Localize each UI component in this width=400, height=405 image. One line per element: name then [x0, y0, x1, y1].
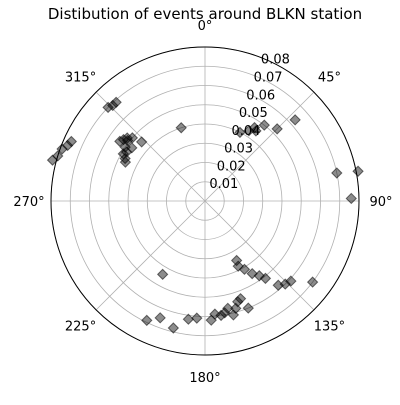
- radial-tick-label-5: 0.06: [246, 88, 275, 103]
- data-point-0-16: [121, 132, 133, 144]
- angle-tick-label-3: 135°: [314, 319, 345, 334]
- data-point-0-29: [46, 154, 59, 166]
- data-point-0-56: [227, 309, 240, 321]
- data-points: [46, 96, 364, 334]
- data-point-0-37: [272, 279, 284, 291]
- data-point-0-5: [331, 167, 343, 179]
- data-point-0-7: [345, 192, 357, 205]
- angle-tick-label-0: 0°: [198, 19, 213, 34]
- angle-tick-label-2: 90°: [369, 195, 392, 210]
- data-point-0-52: [154, 312, 166, 324]
- data-point-0-3: [271, 123, 283, 135]
- chart-title: Distibution of events around BLKN statio…: [48, 5, 362, 23]
- polar-outer-spine: [50, 46, 360, 356]
- data-point-0-22: [119, 156, 132, 168]
- data-point-0-26: [61, 139, 74, 152]
- radial-tick-label-6: 0.07: [254, 71, 283, 86]
- angular-gridline-5: [95, 200, 206, 311]
- radial-tick-label-7: 0.08: [261, 53, 290, 68]
- data-point-0-44: [222, 302, 234, 315]
- radial-tick-label-4: 0.05: [239, 106, 268, 121]
- data-point-0-35: [253, 270, 266, 282]
- radial-tick-label-2: 0.03: [224, 142, 253, 157]
- data-point-0-53: [141, 314, 153, 327]
- radial-tick-label-0: 0.01: [209, 177, 238, 192]
- data-point-0-2: [258, 119, 270, 131]
- data-point-0-55: [242, 302, 254, 314]
- angle-tick-label-7: 315°: [65, 71, 96, 86]
- angle-tick-label-4: 180°: [189, 371, 220, 386]
- data-point-0-9: [248, 121, 261, 134]
- data-point-0-36: [259, 272, 272, 285]
- data-point-0-51: [167, 322, 180, 334]
- data-point-0-50: [182, 313, 195, 325]
- data-point-0-43: [230, 302, 242, 315]
- data-point-0-25: [102, 101, 114, 114]
- data-point-0-54: [156, 268, 169, 281]
- angular-gridline-3: [204, 200, 315, 311]
- angle-tick-label-1: 45°: [318, 71, 341, 86]
- angular-gridline-7: [95, 91, 206, 202]
- data-point-0-30: [65, 135, 78, 148]
- data-point-0-31: [230, 254, 243, 267]
- data-point-0-38: [279, 278, 291, 290]
- data-point-0-17: [114, 135, 126, 148]
- radial-tick-label-3: 0.04: [231, 124, 260, 139]
- radial-tick-label-1: 0.02: [217, 159, 246, 174]
- angular-gridline-1: [204, 91, 315, 202]
- data-point-0-33: [238, 263, 251, 276]
- angle-tick-labels: 0° 45° 90° 135° 180° 225° 270° 315°: [13, 19, 392, 386]
- data-point-0-6: [352, 165, 364, 177]
- data-point-0-11: [135, 136, 148, 148]
- angle-tick-label-5: 225°: [65, 319, 96, 334]
- angle-tick-label-6: 270°: [13, 195, 44, 210]
- grid-layer: [50, 46, 360, 356]
- data-point-0-49: [191, 312, 203, 324]
- data-point-0-48: [205, 314, 217, 326]
- radial-tick-labels: 0.01 0.02 0.03 0.04 0.05 0.06 0.07 0.08: [209, 53, 290, 192]
- data-point-0-40: [306, 276, 319, 288]
- data-point-0-4: [289, 114, 301, 126]
- data-point-0-39: [285, 275, 297, 287]
- data-point-0-10: [175, 122, 187, 134]
